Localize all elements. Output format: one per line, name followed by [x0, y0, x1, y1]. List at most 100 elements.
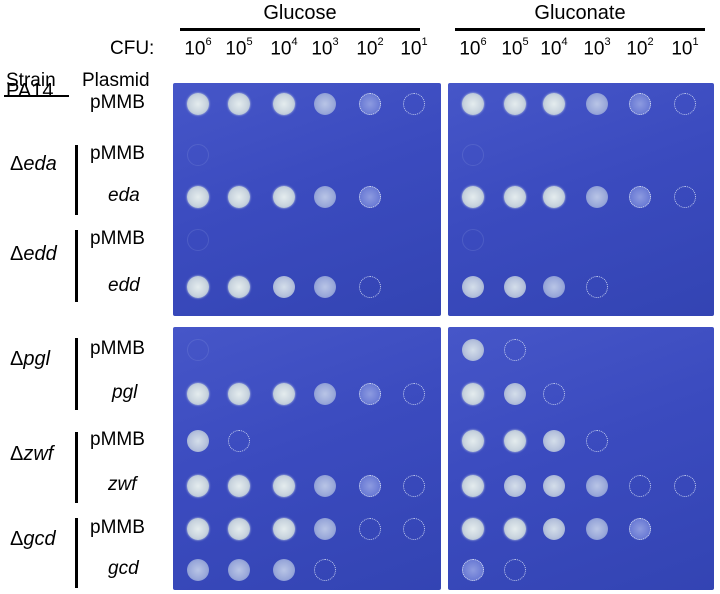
strain-header-underline — [4, 95, 69, 97]
colony-spot — [187, 383, 209, 405]
strain-bracket — [75, 518, 78, 588]
plasmid-label: zwf — [108, 474, 137, 495]
colony-spot — [228, 475, 250, 497]
plasmid-label: pgl — [112, 382, 138, 403]
colony-spot — [187, 229, 209, 251]
cfu-tick: 106 — [184, 36, 212, 60]
colony-spot — [403, 93, 425, 115]
colony-spot — [462, 186, 484, 208]
colony-spot — [403, 383, 425, 405]
colony-spot — [629, 475, 651, 497]
strain-bracket — [75, 230, 78, 302]
colony-spot — [462, 93, 484, 115]
colony-spot — [504, 475, 526, 497]
colony-spot — [359, 518, 381, 540]
strain-label: Δpgl — [10, 348, 51, 370]
colony-spot — [543, 93, 565, 115]
colony-spot — [586, 93, 608, 115]
colony-spot — [586, 475, 608, 497]
colony-spot — [187, 475, 209, 497]
colony-spot — [228, 430, 250, 452]
gluconate-rule — [455, 28, 705, 31]
colony-spot — [187, 276, 209, 298]
colony-spot — [586, 276, 608, 298]
colony-spot — [359, 475, 381, 497]
colony-spot — [314, 518, 336, 540]
colony-spot — [187, 93, 209, 115]
strain-header: Strain — [6, 70, 56, 91]
cfu-tick: 103 — [583, 36, 611, 60]
colony-spot — [462, 144, 484, 166]
colony-spot — [228, 276, 250, 298]
colony-spot — [187, 518, 209, 540]
plasmid-label: pMMB — [90, 517, 145, 538]
gluconate-header: Gluconate — [534, 2, 626, 24]
cfu-tick: 104 — [270, 36, 298, 60]
colony-spot — [462, 383, 484, 405]
plasmid-label: gcd — [108, 558, 139, 579]
plasmid-label: pMMB — [90, 338, 145, 359]
colony-spot — [314, 559, 336, 581]
colony-spot — [543, 383, 565, 405]
cfu-label: CFU: — [110, 38, 155, 59]
cfu-tick: 102 — [626, 36, 654, 60]
colony-spot — [462, 518, 484, 540]
colony-spot — [314, 276, 336, 298]
colony-spot — [359, 186, 381, 208]
colony-spot — [504, 518, 526, 540]
colony-spot — [273, 93, 295, 115]
colony-spot — [629, 518, 651, 540]
colony-spot — [228, 186, 250, 208]
colony-spot — [228, 93, 250, 115]
colony-spot — [504, 339, 526, 361]
cfu-tick: 105 — [225, 36, 253, 60]
colony-spot — [228, 383, 250, 405]
plate-gluconate-top — [448, 83, 714, 316]
colony-spot — [462, 276, 484, 298]
cfu-tick: 101 — [671, 36, 699, 60]
colony-spot — [228, 559, 250, 581]
cfu-tick: 101 — [400, 36, 428, 60]
colony-spot — [187, 430, 209, 452]
strain-bracket — [75, 432, 78, 503]
plate-glucose-bottom — [173, 327, 441, 590]
colony-spot — [629, 186, 651, 208]
colony-spot — [403, 518, 425, 540]
colony-spot — [462, 229, 484, 251]
colony-spot — [586, 518, 608, 540]
colony-spot — [504, 276, 526, 298]
cfu-tick: 106 — [459, 36, 487, 60]
colony-spot — [462, 339, 484, 361]
cfu-tick: 103 — [311, 36, 339, 60]
colony-spot — [504, 430, 526, 452]
colony-spot — [314, 383, 336, 405]
colony-spot — [674, 93, 696, 115]
colony-spot — [314, 475, 336, 497]
colony-spot — [543, 186, 565, 208]
colony-spot — [543, 276, 565, 298]
colony-spot — [187, 559, 209, 581]
strain-label: PA14 — [6, 80, 54, 102]
colony-spot — [462, 430, 484, 452]
colony-spot — [314, 93, 336, 115]
colony-spot — [273, 518, 295, 540]
strain-bracket — [75, 145, 78, 215]
colony-spot — [674, 475, 696, 497]
plasmid-label: eda — [108, 185, 140, 206]
strain-bracket — [75, 338, 78, 410]
colony-spot — [586, 186, 608, 208]
plate-gluconate-bottom — [448, 327, 714, 590]
colony-spot — [504, 93, 526, 115]
cfu-tick: 104 — [540, 36, 568, 60]
colony-spot — [462, 475, 484, 497]
colony-spot — [674, 186, 696, 208]
colony-spot — [273, 475, 295, 497]
plate-glucose-top — [173, 83, 441, 316]
cfu-tick: 102 — [356, 36, 384, 60]
colony-spot — [359, 276, 381, 298]
colony-spot — [359, 93, 381, 115]
colony-spot — [187, 339, 209, 361]
colony-spot — [187, 186, 209, 208]
colony-spot — [273, 276, 295, 298]
colony-spot — [504, 186, 526, 208]
